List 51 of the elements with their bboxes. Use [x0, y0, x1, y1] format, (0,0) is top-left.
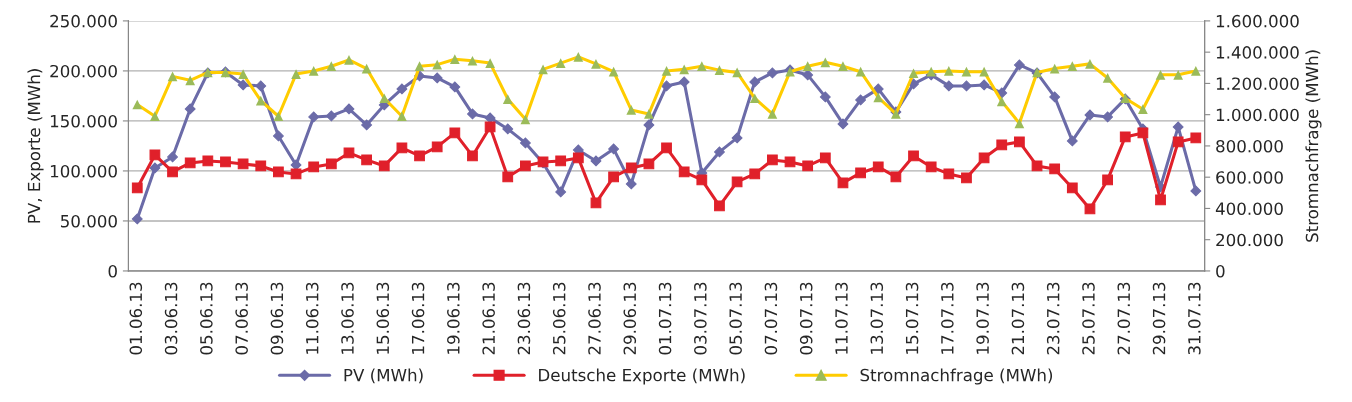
y2-tick-label: 1.600.000	[1216, 14, 1299, 28]
x-tick-label: 11.07.13	[835, 282, 848, 354]
y2-tick-label: 600.000	[1216, 171, 1283, 184]
y-axis-title: PV, Exporte (MWh)	[27, 69, 44, 223]
legend-label: Stromnachfrage (MWh)	[860, 368, 1053, 385]
y-tick-label: 0	[108, 264, 117, 278]
x-tick-label: 11.06.13	[305, 282, 319, 354]
x-tick-label: 01.07.13	[658, 282, 672, 355]
legend-label: Deutsche Exporte (MWh)	[539, 368, 745, 385]
y-tick-label: 100.000	[50, 164, 117, 178]
x-tick-label: 21.07.13	[1011, 282, 1025, 355]
x-tick-label: 23.07.13	[1046, 282, 1060, 355]
y2-tick-label: 800.000	[1216, 139, 1283, 153]
x-tick-label: 07.06.13	[235, 282, 248, 355]
x-tick-label: 27.07.13	[1117, 282, 1131, 355]
x-tick-label: 09.07.13	[799, 282, 813, 355]
x-tick-label: 21.06.13	[482, 282, 495, 355]
y2-tick-label: 400.000	[1215, 202, 1283, 216]
y-tick-label: 250.000	[50, 14, 117, 28]
x-tick-label: 15.07.13	[905, 282, 919, 354]
y2-tick-label: 1.400.000	[1216, 46, 1299, 59]
legend-label: PV (MWh)	[344, 368, 423, 384]
y-tick-label: 200.000	[50, 64, 117, 78]
x-tick-label: 03.06.13	[164, 282, 178, 355]
y2-tick-label: 200.000	[1216, 233, 1283, 247]
x-tick-label: 01.06.13	[129, 282, 143, 355]
y-tick-label: 50.000	[60, 214, 117, 228]
x-tick-label: 19.06.13	[447, 282, 460, 354]
y2-tick-label: 1.200.000	[1216, 77, 1299, 90]
x-tick-label: 17.07.13	[941, 282, 954, 354]
x-tick-label: 13.06.13	[341, 282, 354, 354]
x-tick-label: 29.07.13	[1152, 282, 1166, 355]
x-tick-label: 29.06.13	[623, 282, 637, 355]
x-tick-label: 31.07.13	[1188, 282, 1201, 355]
x-tick-label: 05.06.13	[200, 282, 213, 355]
x-tick-label: 25.06.13	[552, 282, 566, 355]
x-tick-label: 17.06.13	[411, 282, 425, 354]
x-tick-label: 05.07.13	[729, 282, 742, 355]
x-tick-label: 27.06.13	[588, 282, 601, 355]
x-tick-label: 23.06.13	[517, 282, 531, 355]
x-tick-label: 07.07.13	[764, 282, 778, 355]
y2-axis-title: Stromnachfrage (MWh)	[1305, 50, 1322, 242]
y-tick-label: 150.000	[50, 114, 117, 128]
x-tick-label: 15.06.13	[376, 282, 390, 354]
x-tick-label: 09.06.13	[270, 282, 284, 355]
y2-tick-label: 0	[1216, 264, 1225, 278]
y2-tick-label: 1.000.000	[1216, 108, 1299, 122]
x-tick-label: 03.07.13	[694, 282, 707, 355]
x-tick-label: 25.07.13	[1082, 282, 1095, 355]
x-tick-label: 19.07.13	[976, 282, 989, 354]
x-tick-label: 13.07.13	[870, 282, 884, 354]
